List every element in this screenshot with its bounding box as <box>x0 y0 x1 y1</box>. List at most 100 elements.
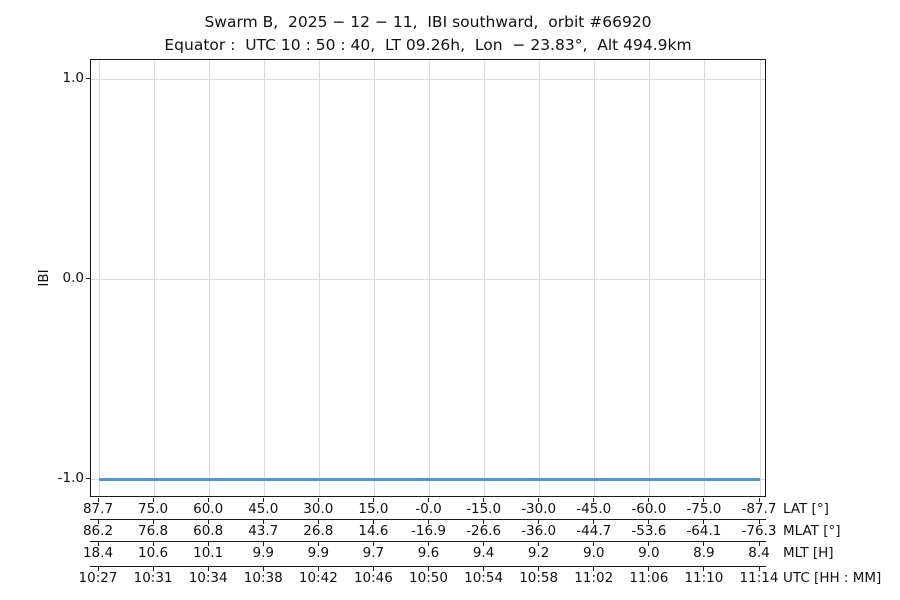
x-tick-label: 11:14 <box>739 570 779 586</box>
x-tick-label: 9.6 <box>417 545 440 561</box>
x-tick-label: -75.0 <box>686 501 722 517</box>
x-tick <box>317 542 319 546</box>
x-tick-label: 9.7 <box>362 545 385 561</box>
x-tick-label: 10:38 <box>243 570 283 586</box>
x-tick <box>152 567 154 571</box>
x-tick-label: -76.3 <box>741 523 777 539</box>
x-tick-label: 8.4 <box>748 545 770 561</box>
x-tick <box>428 567 429 571</box>
chart-title: Swarm B, 2025 − 12 − 11, IBI southward, … <box>204 13 652 31</box>
x-tick <box>152 542 154 546</box>
x-tick <box>483 542 485 546</box>
x-tick-label: 10:58 <box>519 570 559 586</box>
y-tick <box>86 277 90 279</box>
x-tick-label: -44.7 <box>576 523 612 539</box>
x-tick-label: 86.2 <box>82 523 114 539</box>
v-gridline <box>649 60 651 496</box>
x-tick-label: 14.6 <box>358 523 389 539</box>
x-tick <box>483 520 485 524</box>
x-tick-label: 87.7 <box>82 501 114 517</box>
x-tick-label: 11:10 <box>684 570 724 586</box>
y-tick-label: 0.0 <box>62 270 84 286</box>
x-tick-label: 10:46 <box>353 570 393 586</box>
x-tick-label: 60.0 <box>193 501 224 517</box>
x-tick <box>538 542 540 546</box>
x-tick <box>538 567 540 571</box>
x-tick-label: 30.0 <box>303 501 334 517</box>
x-tick <box>317 498 319 502</box>
x-tick-label: 18.4 <box>82 545 114 561</box>
x-tick <box>97 498 99 502</box>
x-tick <box>538 498 540 502</box>
x-tick <box>593 520 595 524</box>
ibi-series-line <box>99 477 760 481</box>
x-tick <box>262 498 264 502</box>
x-tick <box>648 520 650 524</box>
x-tick-label: -87.7 <box>741 501 777 517</box>
x-tick <box>648 567 650 571</box>
y-tick-label: -1.0 <box>57 470 84 486</box>
x-tick <box>483 498 485 502</box>
x-tick <box>152 498 154 502</box>
v-gridline <box>429 60 430 496</box>
x-tick-label: -16.9 <box>411 523 446 539</box>
x-tick <box>97 567 99 571</box>
v-gridline <box>208 60 210 496</box>
chart-subtitle: Equator : UTC 10 : 50 : 40, LT 09.26h, L… <box>164 36 692 54</box>
x-tick <box>262 567 264 571</box>
x-tick-label: 10:54 <box>464 570 504 586</box>
x-tick <box>152 520 154 524</box>
v-gridline <box>153 60 155 496</box>
x-tick-label: -45.0 <box>576 501 612 517</box>
plot-area <box>90 59 766 497</box>
x-tick <box>207 520 209 524</box>
x-tick-label: -53.6 <box>631 523 667 539</box>
x-tick <box>593 542 595 546</box>
x-tick-label: 10.1 <box>193 545 224 561</box>
x-tick-label: 15.0 <box>358 501 389 517</box>
x-axis-line <box>90 519 766 520</box>
x-tick-label: -30.0 <box>521 501 557 517</box>
v-gridline <box>704 60 706 496</box>
x-tick <box>428 542 429 546</box>
x-tick-label: 9.9 <box>252 545 274 561</box>
v-gridline <box>594 60 596 496</box>
x-tick <box>317 520 319 524</box>
h-gridline <box>91 278 765 280</box>
x-axis-line <box>90 566 766 567</box>
x-tick-label: -26.6 <box>466 523 502 539</box>
x-tick-label: -64.1 <box>686 523 722 539</box>
x-tick <box>538 520 540 524</box>
v-gridline <box>318 60 320 496</box>
x-tick-label: 10:27 <box>78 570 118 586</box>
x-tick <box>262 542 264 546</box>
x-tick-label: -0.0 <box>415 501 442 517</box>
x-tick-label: 8.9 <box>693 545 715 561</box>
x-tick <box>483 567 485 571</box>
x-tick <box>97 542 99 546</box>
x-tick <box>207 567 209 571</box>
x-tick <box>703 567 705 571</box>
x-tick <box>372 567 374 571</box>
x-tick-label: 9.0 <box>583 545 605 561</box>
x-tick-label: 9.0 <box>638 545 660 561</box>
y-tick <box>86 477 90 479</box>
x-tick-label: 9.4 <box>472 545 495 561</box>
v-gridline <box>263 60 265 496</box>
x-tick-label: 11:06 <box>629 570 669 586</box>
x-tick <box>317 567 319 571</box>
x-tick-label: -36.0 <box>521 523 557 539</box>
v-gridline <box>98 60 100 496</box>
x-tick <box>758 567 760 571</box>
x-tick <box>262 520 264 524</box>
x-tick <box>758 498 760 502</box>
x-tick-label: 10:34 <box>188 570 228 586</box>
x-tick <box>372 520 374 524</box>
x-tick <box>703 520 705 524</box>
x-tick-label: 11:02 <box>574 570 614 586</box>
y-tick-label: 1.0 <box>62 70 84 86</box>
x-tick-label: 10:50 <box>409 570 448 586</box>
x-tick <box>758 520 760 524</box>
x-tick-label: 10.6 <box>138 545 169 561</box>
